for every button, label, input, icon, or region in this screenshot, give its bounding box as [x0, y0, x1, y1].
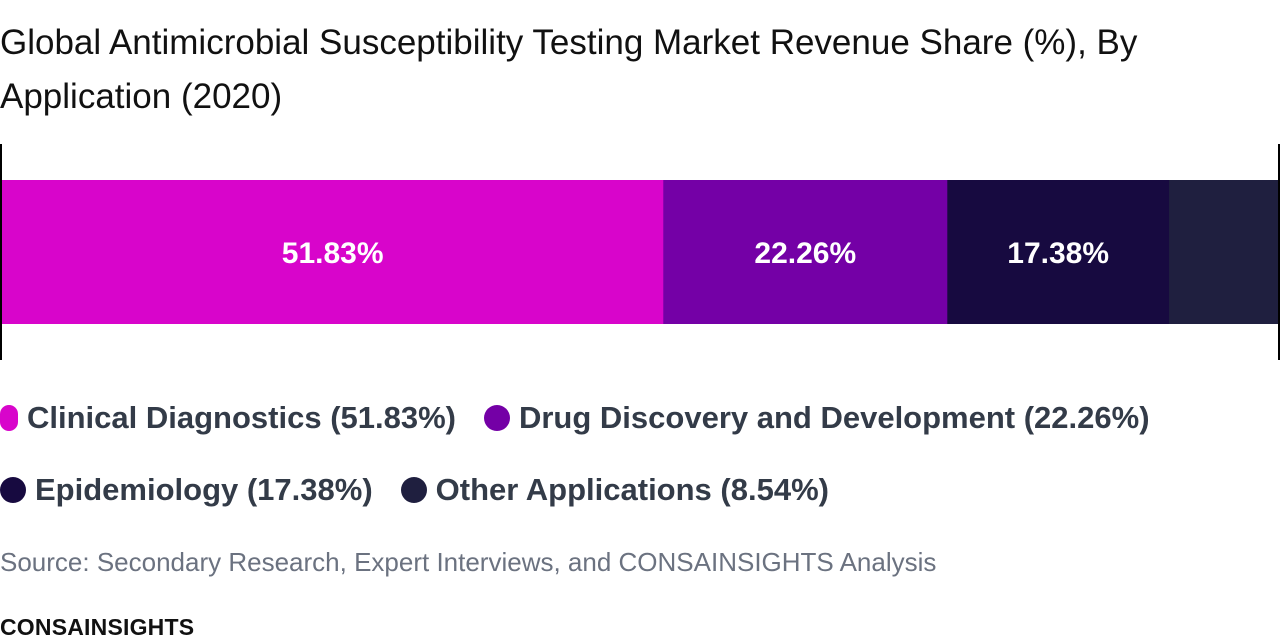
legend-row: Clinical Diagnostics (51.83%) Drug Disco…	[0, 382, 1270, 454]
chart-title: Global Antimicrobial Susceptibility Test…	[0, 23, 1138, 116]
legend-label: Epidemiology (17.38%)	[35, 472, 373, 507]
legend-swatch-icon	[400, 477, 427, 503]
legend-item-drug-discovery[interactable]: Drug Discovery and Development (22.26%)	[483, 400, 1150, 436]
source-note: Source: Secondary Research, Expert Inter…	[0, 547, 937, 577]
bar-segment-other-applications[interactable]	[1169, 180, 1279, 324]
bar-segment-drug-discovery-and-development[interactable]	[663, 180, 948, 324]
legend-row: Epidemiology (17.38%) Other Applications…	[0, 454, 1270, 526]
legend-label: Clinical Diagnostics (51.83%)	[27, 400, 456, 435]
legend-label: Other Applications (8.54%)	[435, 472, 829, 507]
bar-segment-clinical-diagnostics[interactable]	[2, 180, 664, 324]
legend-swatch-icon	[0, 405, 18, 431]
bar-label-epidemiology: 17.38%	[1007, 237, 1109, 270]
bar-svg: 51.83% 22.26% 17.38%	[0, 144, 1280, 360]
legend-swatch-icon	[0, 477, 26, 503]
bar-segment-epidemiology[interactable]	[947, 180, 1170, 324]
brand-logo: CONSAINSIGHTS	[0, 614, 195, 636]
stacked-bar-chart: 51.83% 22.26% 17.38%	[0, 144, 1280, 360]
legend-item-other-applications[interactable]: Other Applications (8.54%)	[400, 472, 829, 508]
legend-item-epidemiology[interactable]: Epidemiology (17.38%)	[0, 472, 373, 508]
legend-item-clinical-diagnostics[interactable]: Clinical Diagnostics (51.83%)	[0, 400, 456, 436]
legend: Clinical Diagnostics (51.83%) Drug Disco…	[0, 382, 1270, 526]
bar-label-clinical-diagnostics: 51.83%	[282, 237, 384, 270]
legend-swatch-icon	[483, 405, 510, 431]
bar-label-drug-discovery-and-development: 22.26%	[754, 237, 856, 270]
legend-label: Drug Discovery and Development (22.26%)	[518, 400, 1150, 435]
